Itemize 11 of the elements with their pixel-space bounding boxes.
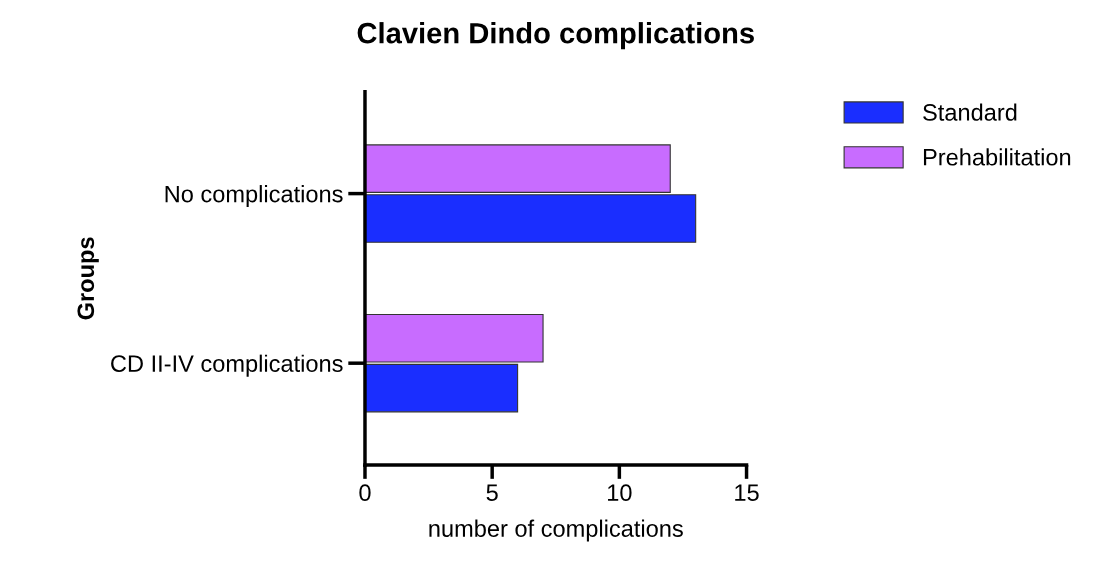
x-axis-title: number of complications <box>429 519 683 542</box>
legend-label: Standard <box>923 103 1017 121</box>
legend-label: Prehabilitation <box>923 148 1071 166</box>
x-tick-label: 15 <box>735 484 759 502</box>
x-tick-label: 0 <box>359 484 371 502</box>
chart-title: Clavien Dindo complications <box>357 22 754 50</box>
y-axis-title: Groups <box>77 237 99 320</box>
y-tick-label: No complications <box>165 185 343 208</box>
y-tick-label: CD II-IV complications <box>111 354 343 377</box>
x-tick-label: 5 <box>486 484 498 502</box>
x-tick-label: 10 <box>608 484 632 502</box>
